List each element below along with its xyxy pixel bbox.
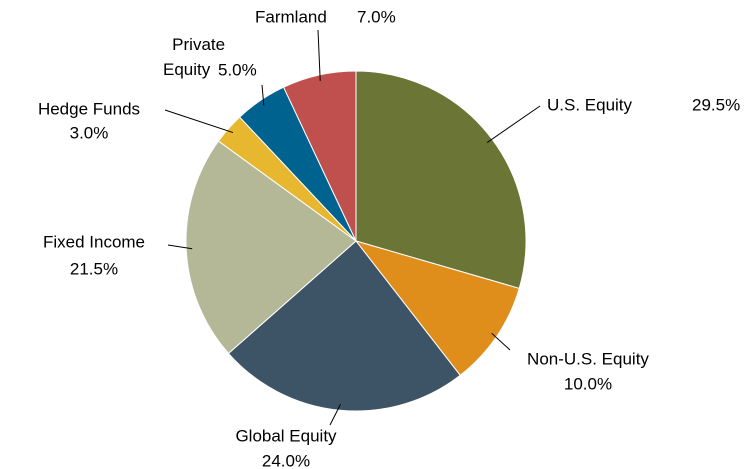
leader-line xyxy=(317,29,321,81)
pie-slice xyxy=(185,140,357,355)
value-label: 10.0% xyxy=(564,374,612,393)
slice-label: Hedge Funds xyxy=(38,99,140,118)
value-label: 3.0% xyxy=(70,123,109,142)
value-label: 21.5% xyxy=(70,259,118,278)
slice-label: U.S. Equity xyxy=(547,95,633,114)
leader-line xyxy=(329,404,342,426)
leader-line xyxy=(491,332,511,351)
leader-line xyxy=(164,109,234,134)
value-label: 5.0% xyxy=(218,60,257,79)
leader-line xyxy=(261,84,265,106)
slice-label: Global Equity xyxy=(235,426,337,445)
pie-slice xyxy=(354,240,520,377)
slice-label: Private Equity xyxy=(163,35,230,79)
value-label: 7.0% xyxy=(357,7,396,26)
leader-line xyxy=(486,105,541,143)
pie-slice xyxy=(282,70,357,242)
value-label: 24.0% xyxy=(262,451,310,469)
leader-line xyxy=(167,244,193,250)
pie-slice xyxy=(227,240,461,412)
slice-label: Farmland xyxy=(255,7,327,26)
slice-label: Fixed Income xyxy=(43,232,145,251)
value-label: 29.5% xyxy=(692,95,740,114)
slice-label: Non-U.S. Equity xyxy=(527,349,649,368)
